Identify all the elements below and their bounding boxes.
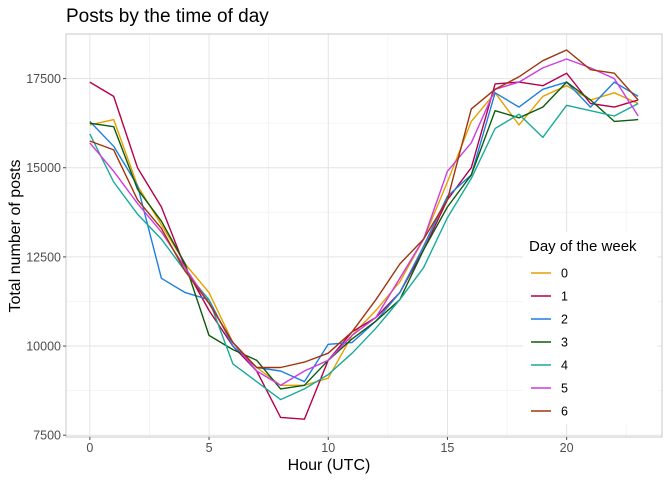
y-tick-label: 15000 — [26, 161, 61, 175]
y-tick-label: 17500 — [26, 72, 61, 86]
series-line-2 — [89, 81, 639, 383]
x-tick-label: 15 — [440, 441, 454, 455]
legend-label-6: 6 — [561, 405, 568, 419]
x-tick-label: 20 — [560, 441, 574, 455]
legend-label-3: 3 — [561, 336, 568, 350]
x-tick-label: 0 — [86, 441, 93, 455]
y-axis-ticks: 7500 10000 12500 15000 17500 — [26, 72, 66, 443]
x-axis-ticks: 0 5 10 15 20 — [86, 437, 574, 455]
legend: 0 1 2 3 4 5 6 — [531, 267, 568, 419]
y-tick-label: 7500 — [33, 429, 61, 443]
legend-background — [523, 232, 657, 424]
legend-title: Day of the week — [529, 238, 637, 255]
legend-label-5: 5 — [561, 382, 568, 396]
y-tick-label: 10000 — [26, 340, 61, 354]
series-line-3 — [89, 81, 639, 390]
legend-label-4: 4 — [561, 359, 568, 373]
series-line-4 — [89, 102, 639, 401]
series-line-6 — [89, 49, 639, 369]
series-lines — [89, 49, 639, 420]
legend-label-0: 0 — [561, 267, 568, 281]
y-axis-title: Total number of posts — [7, 160, 24, 313]
legend-label-2: 2 — [561, 313, 568, 327]
x-axis-title: Hour (UTC) — [288, 457, 371, 474]
x-tick-label: 5 — [206, 441, 213, 455]
chart-title: Posts by the time of day — [66, 6, 269, 27]
legend-label-1: 1 — [561, 290, 568, 304]
x-tick-label: 10 — [321, 441, 335, 455]
panel-border — [65, 33, 663, 438]
series-line-5 — [89, 58, 639, 386]
y-tick-label: 12500 — [26, 250, 61, 264]
